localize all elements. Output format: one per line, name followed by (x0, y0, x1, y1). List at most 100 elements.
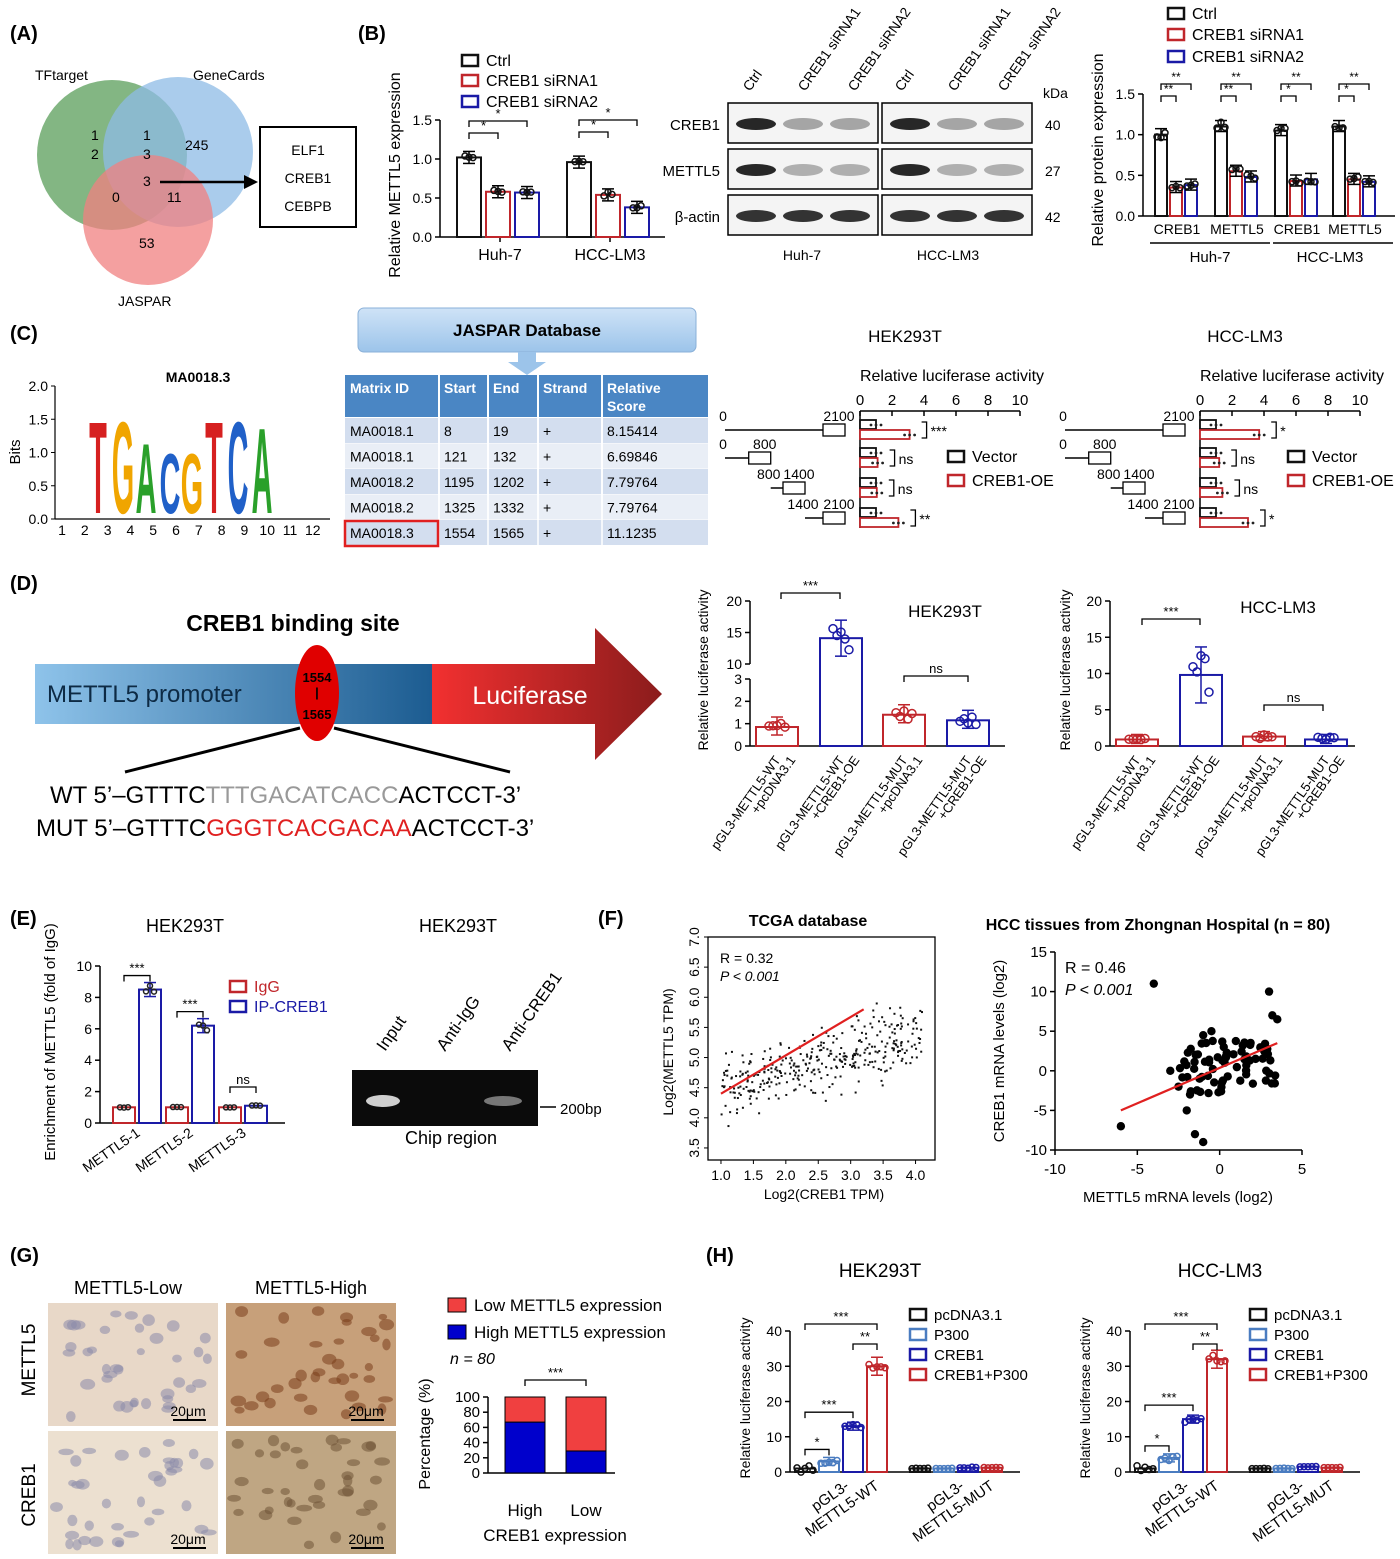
ihc-nucleus (153, 1475, 167, 1487)
data-point (637, 202, 645, 210)
y-tick-label: 6 (84, 1021, 92, 1037)
bar (1199, 447, 1217, 458)
data-point (832, 1035, 835, 1038)
blot-band (937, 210, 977, 222)
data-point (889, 1007, 892, 1010)
legend-swatch (1248, 1327, 1268, 1342)
data-point (825, 1066, 828, 1069)
jaspar-cell: 11.1235 (607, 525, 657, 541)
data-point (857, 1080, 860, 1083)
data-point (747, 1089, 750, 1092)
data-point (1251, 521, 1255, 525)
data-point (1140, 733, 1150, 744)
legend-label: CREB1 siRNA1 (486, 73, 598, 90)
data-point (1243, 171, 1251, 179)
legend-label: CREB1-OE (972, 473, 1054, 490)
data-point (1209, 423, 1213, 427)
data-point (813, 1073, 816, 1076)
data-point (1183, 1048, 1193, 1057)
data-point (770, 1067, 773, 1070)
data-point (853, 1054, 856, 1057)
venn-arrow-head (244, 175, 258, 189)
significance-label: ns (1287, 690, 1301, 705)
data-point (872, 1066, 875, 1069)
significance-bracket (1192, 1343, 1218, 1350)
bar (1154, 133, 1168, 218)
scale-bar-label: 20μm (348, 1531, 383, 1547)
legend-swatch (946, 473, 966, 488)
data-point (881, 1016, 884, 1019)
y-tick-label: 4.5 (686, 1078, 702, 1098)
jaspar-cell: 1202 (493, 474, 524, 490)
panel-label-c: (C) (10, 323, 38, 345)
blot-cell-label: HCC-LM3 (917, 247, 979, 263)
y-axis-label: Relative luciferase activity (1057, 589, 1073, 750)
y-tick-label: 1.0 (29, 445, 49, 461)
data-point (461, 152, 469, 160)
significance-bracket (910, 509, 917, 527)
y-tick-label: 40 (766, 1323, 782, 1339)
blot-band (736, 164, 776, 176)
ihc-nucleus (136, 1348, 145, 1356)
y-tick-label: 0 (1094, 738, 1102, 754)
logo-letter: T (205, 396, 223, 542)
chart-f-tcga: TCGA database 1.0 1.5 2.0 2.5 3.0 3.5 4.0 3.5 4.0… (660, 913, 936, 1202)
data-point (877, 1363, 885, 1371)
legend-label: CREB1 siRNA2 (1192, 49, 1304, 66)
data-point (729, 1091, 732, 1094)
data-point (779, 1042, 782, 1045)
significance-label: ns (1240, 451, 1255, 467)
bar (1206, 1358, 1228, 1473)
y-tick-label: 20 (1106, 1394, 1122, 1410)
construct-box (822, 423, 846, 437)
x-tick-label: 1 (58, 522, 66, 538)
data-point (1257, 433, 1261, 437)
venn-label-jaspar: JASPAR (118, 293, 171, 309)
bar-segment (565, 1396, 607, 1452)
data-point (912, 1027, 915, 1030)
site-end: 1565 (303, 707, 332, 722)
data-point (880, 1079, 883, 1082)
data-point (1284, 1464, 1292, 1473)
data-point (1189, 1064, 1199, 1074)
x-tick-label: METTL5-1 (79, 1124, 143, 1175)
data-point (726, 1074, 729, 1077)
data-point (892, 1061, 895, 1064)
construct-box (1162, 511, 1186, 525)
data-point (874, 511, 878, 515)
data-point (1260, 1039, 1270, 1048)
data-point (817, 1459, 825, 1468)
y-tick-label: 5.0 (686, 1048, 702, 1068)
data-point (1157, 1455, 1165, 1464)
ihc-nucleus (111, 1523, 124, 1531)
data-point (920, 1028, 923, 1031)
data-point (820, 1062, 823, 1065)
data-point (888, 1036, 891, 1039)
ihc-nucleus (293, 1393, 308, 1402)
y-tick-label: 20 (766, 1394, 782, 1410)
data-point (741, 1073, 744, 1076)
data-point (730, 1077, 733, 1080)
data-point (919, 1009, 922, 1012)
data-point (857, 1066, 860, 1069)
chart-d-hcclm3: Relative luciferase activity 0 5 10 15 20 HCC-… (1057, 589, 1355, 859)
data-point (992, 1463, 1000, 1472)
promoter-title: CREB1 binding site (186, 610, 399, 636)
y-tick-label: 30 (766, 1358, 782, 1374)
y-tick-label: 30 (1106, 1358, 1122, 1374)
data-point (899, 1014, 902, 1017)
x-tick-label: 3 (104, 522, 112, 538)
data-point (834, 1076, 837, 1079)
significance-bracket (1338, 95, 1355, 102)
x-tick-label: Low (570, 1501, 602, 1520)
data-point (851, 1065, 854, 1068)
data-point (803, 1039, 806, 1042)
data-point (840, 1093, 843, 1096)
significance-bracket (1280, 95, 1297, 102)
data-point (940, 1464, 948, 1473)
data-point (892, 1047, 895, 1050)
construct-start: 0 (1059, 436, 1067, 452)
data-point (901, 1017, 904, 1020)
data-point (633, 204, 641, 212)
binding-site (295, 645, 339, 741)
